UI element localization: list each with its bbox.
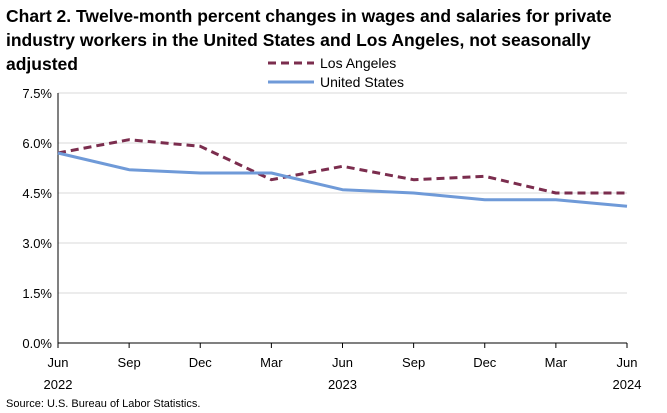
x-tick-label-month: Sep [118, 355, 141, 370]
x-tick-label-month: Dec [473, 355, 497, 370]
chart-title: Chart 2. Twelve-month percent changes in… [6, 4, 666, 76]
series-lines [57, 138, 628, 208]
x-tick-label-year: 2022 [44, 377, 73, 392]
chart-title-line-1: Chart 2. Twelve-month percent changes in… [6, 6, 612, 26]
x-tick-label-month: Jun [617, 355, 638, 370]
y-tick-label: 1.5% [22, 286, 52, 301]
gridlines [57, 92, 627, 344]
y-tick-label: 4.5% [22, 186, 52, 201]
x-tick-label-year: 2024 [613, 377, 642, 392]
legend-label-los-angeles: Los Angeles [320, 55, 396, 71]
x-tick-label-year: 2023 [328, 377, 357, 392]
x-tick-label-month: Dec [189, 355, 213, 370]
chart-title-line-2: industry workers in the United States an… [6, 30, 591, 74]
y-tick-label: 6.0% [22, 136, 52, 151]
y-tick-label: 7.5% [22, 86, 52, 101]
series-line-los-angeles [57, 138, 627, 195]
series-line-united-states [57, 151, 628, 208]
legend: Los Angeles United States [268, 55, 404, 90]
y-tick-label: 0.0% [22, 336, 52, 351]
x-tick-label-month: Mar [260, 355, 283, 370]
y-axis-ticks: 0.0% 1.5% 3.0% 4.5% 6.0% 7.5% [22, 86, 52, 351]
x-axis-ticks: Jun 2022 Sep Dec Mar Jun 2023 Sep Dec Mar Jun 2024 [44, 343, 642, 392]
legend-label-united-states: United States [320, 74, 404, 90]
x-tick-label-month: Jun [332, 355, 353, 370]
x-tick-label-month: Sep [402, 355, 425, 370]
x-tick-label-month: Mar [545, 355, 568, 370]
y-tick-label: 3.0% [22, 236, 52, 251]
x-tick-label-month: Jun [48, 355, 69, 370]
source-note: Source: U.S. Bureau of Labor Statistics. [6, 398, 201, 410]
